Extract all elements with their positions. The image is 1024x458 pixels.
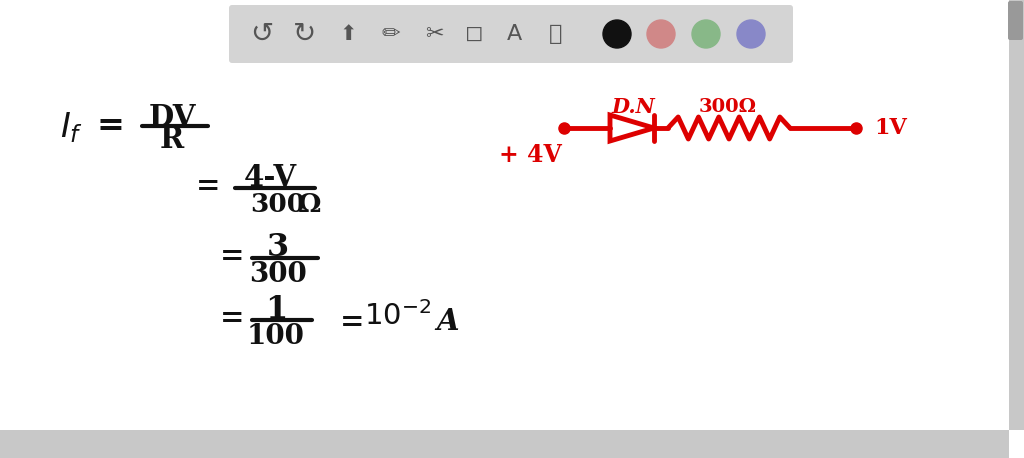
Text: ✏: ✏: [382, 24, 400, 44]
Text: $10^{-2}$: $10^{-2}$: [365, 301, 432, 331]
Text: =: =: [220, 304, 245, 333]
Text: =: =: [96, 109, 124, 142]
Text: 300: 300: [249, 262, 307, 289]
Text: 1: 1: [265, 294, 287, 326]
Text: ◻: ◻: [465, 24, 483, 44]
Text: ✂: ✂: [425, 24, 443, 44]
Text: A: A: [436, 307, 460, 337]
Circle shape: [603, 20, 631, 48]
Text: ↻: ↻: [293, 20, 316, 48]
Text: Ω: Ω: [298, 191, 322, 217]
Text: 300: 300: [251, 191, 305, 217]
Text: 3: 3: [267, 233, 289, 263]
Text: =: =: [220, 241, 245, 271]
Circle shape: [647, 20, 675, 48]
Bar: [0, 430, 1009, 458]
Circle shape: [692, 20, 720, 48]
Text: D.N: D.N: [611, 97, 655, 117]
Text: ⬛: ⬛: [549, 24, 562, 44]
Bar: [1009, 0, 1024, 430]
Text: 1V: 1V: [874, 117, 907, 139]
Text: A: A: [507, 24, 521, 44]
Text: 300Ω: 300Ω: [699, 98, 757, 116]
Text: =: =: [196, 171, 220, 201]
Text: =: =: [340, 307, 365, 337]
FancyBboxPatch shape: [229, 5, 793, 63]
Text: ↺: ↺: [251, 20, 273, 48]
Text: ⬆: ⬆: [339, 24, 356, 44]
Text: R: R: [160, 125, 184, 154]
Text: + 4V: + 4V: [499, 143, 561, 167]
Text: 100: 100: [247, 322, 305, 349]
FancyBboxPatch shape: [1008, 1, 1023, 40]
Circle shape: [737, 20, 765, 48]
Text: $\mathit{I_f}$: $\mathit{I_f}$: [60, 111, 84, 145]
Text: 4-V: 4-V: [244, 164, 297, 192]
Text: DV: DV: [148, 103, 196, 131]
